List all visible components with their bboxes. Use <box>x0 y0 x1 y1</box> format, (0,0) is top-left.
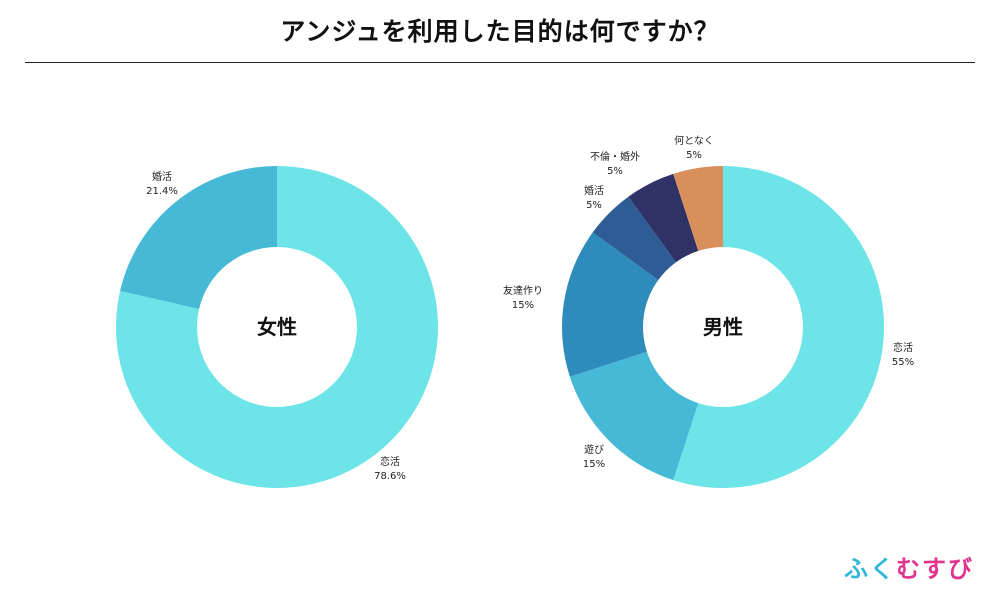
brand-logo-part1: ふく <box>844 555 896 583</box>
donut-slice-1-4 <box>628 173 699 263</box>
donut-center-label-0: 女性 <box>257 315 297 339</box>
slice-label-1-2: 友達作り <box>503 284 543 297</box>
slice-label-1-0: 恋活 <box>893 341 913 354</box>
brand-logo-part2: むすび <box>896 555 974 583</box>
female-donut-chart: 恋活 78.6% 婚活 21.4% 女性 <box>115 166 438 488</box>
donut-slice-1-3 <box>592 196 676 280</box>
donut-slice-1-0 <box>673 166 885 488</box>
donut-slice-0-0 <box>115 166 438 488</box>
slice-value-1-5: 5% <box>686 150 702 161</box>
slice-value-1-1: 15% <box>583 459 605 470</box>
donut-slice-1-1 <box>569 351 699 481</box>
donut-slice-0-1 <box>120 166 278 310</box>
slice-label-1-3: 婚活 <box>584 184 604 197</box>
slice-value-0-0: 78.6% <box>374 471 406 482</box>
title-divider <box>25 62 975 63</box>
slice-label-1-4: 不倫・婚外 <box>590 150 640 163</box>
brand-logo: ふくむすび <box>844 549 974 584</box>
donut-center-label-1: 男性 <box>703 315 743 339</box>
slice-value-1-0: 55% <box>892 357 914 368</box>
slice-value-1-2: 15% <box>512 300 534 311</box>
donut-slice-1-2 <box>562 232 659 377</box>
donut-slice-1-5 <box>673 166 723 251</box>
slice-label-1-5: 何となく <box>674 134 714 147</box>
slice-value-1-4: 5% <box>607 166 623 177</box>
slice-value-1-3: 5% <box>586 200 602 211</box>
slice-label-0-0: 恋活 <box>380 455 400 468</box>
slice-value-0-1: 21.4% <box>146 186 178 197</box>
page-title: アンジュを利用した目的は何ですか？ <box>280 17 720 46</box>
slice-label-1-1: 遊び <box>584 443 604 456</box>
slice-label-0-1: 婚活 <box>152 170 172 183</box>
